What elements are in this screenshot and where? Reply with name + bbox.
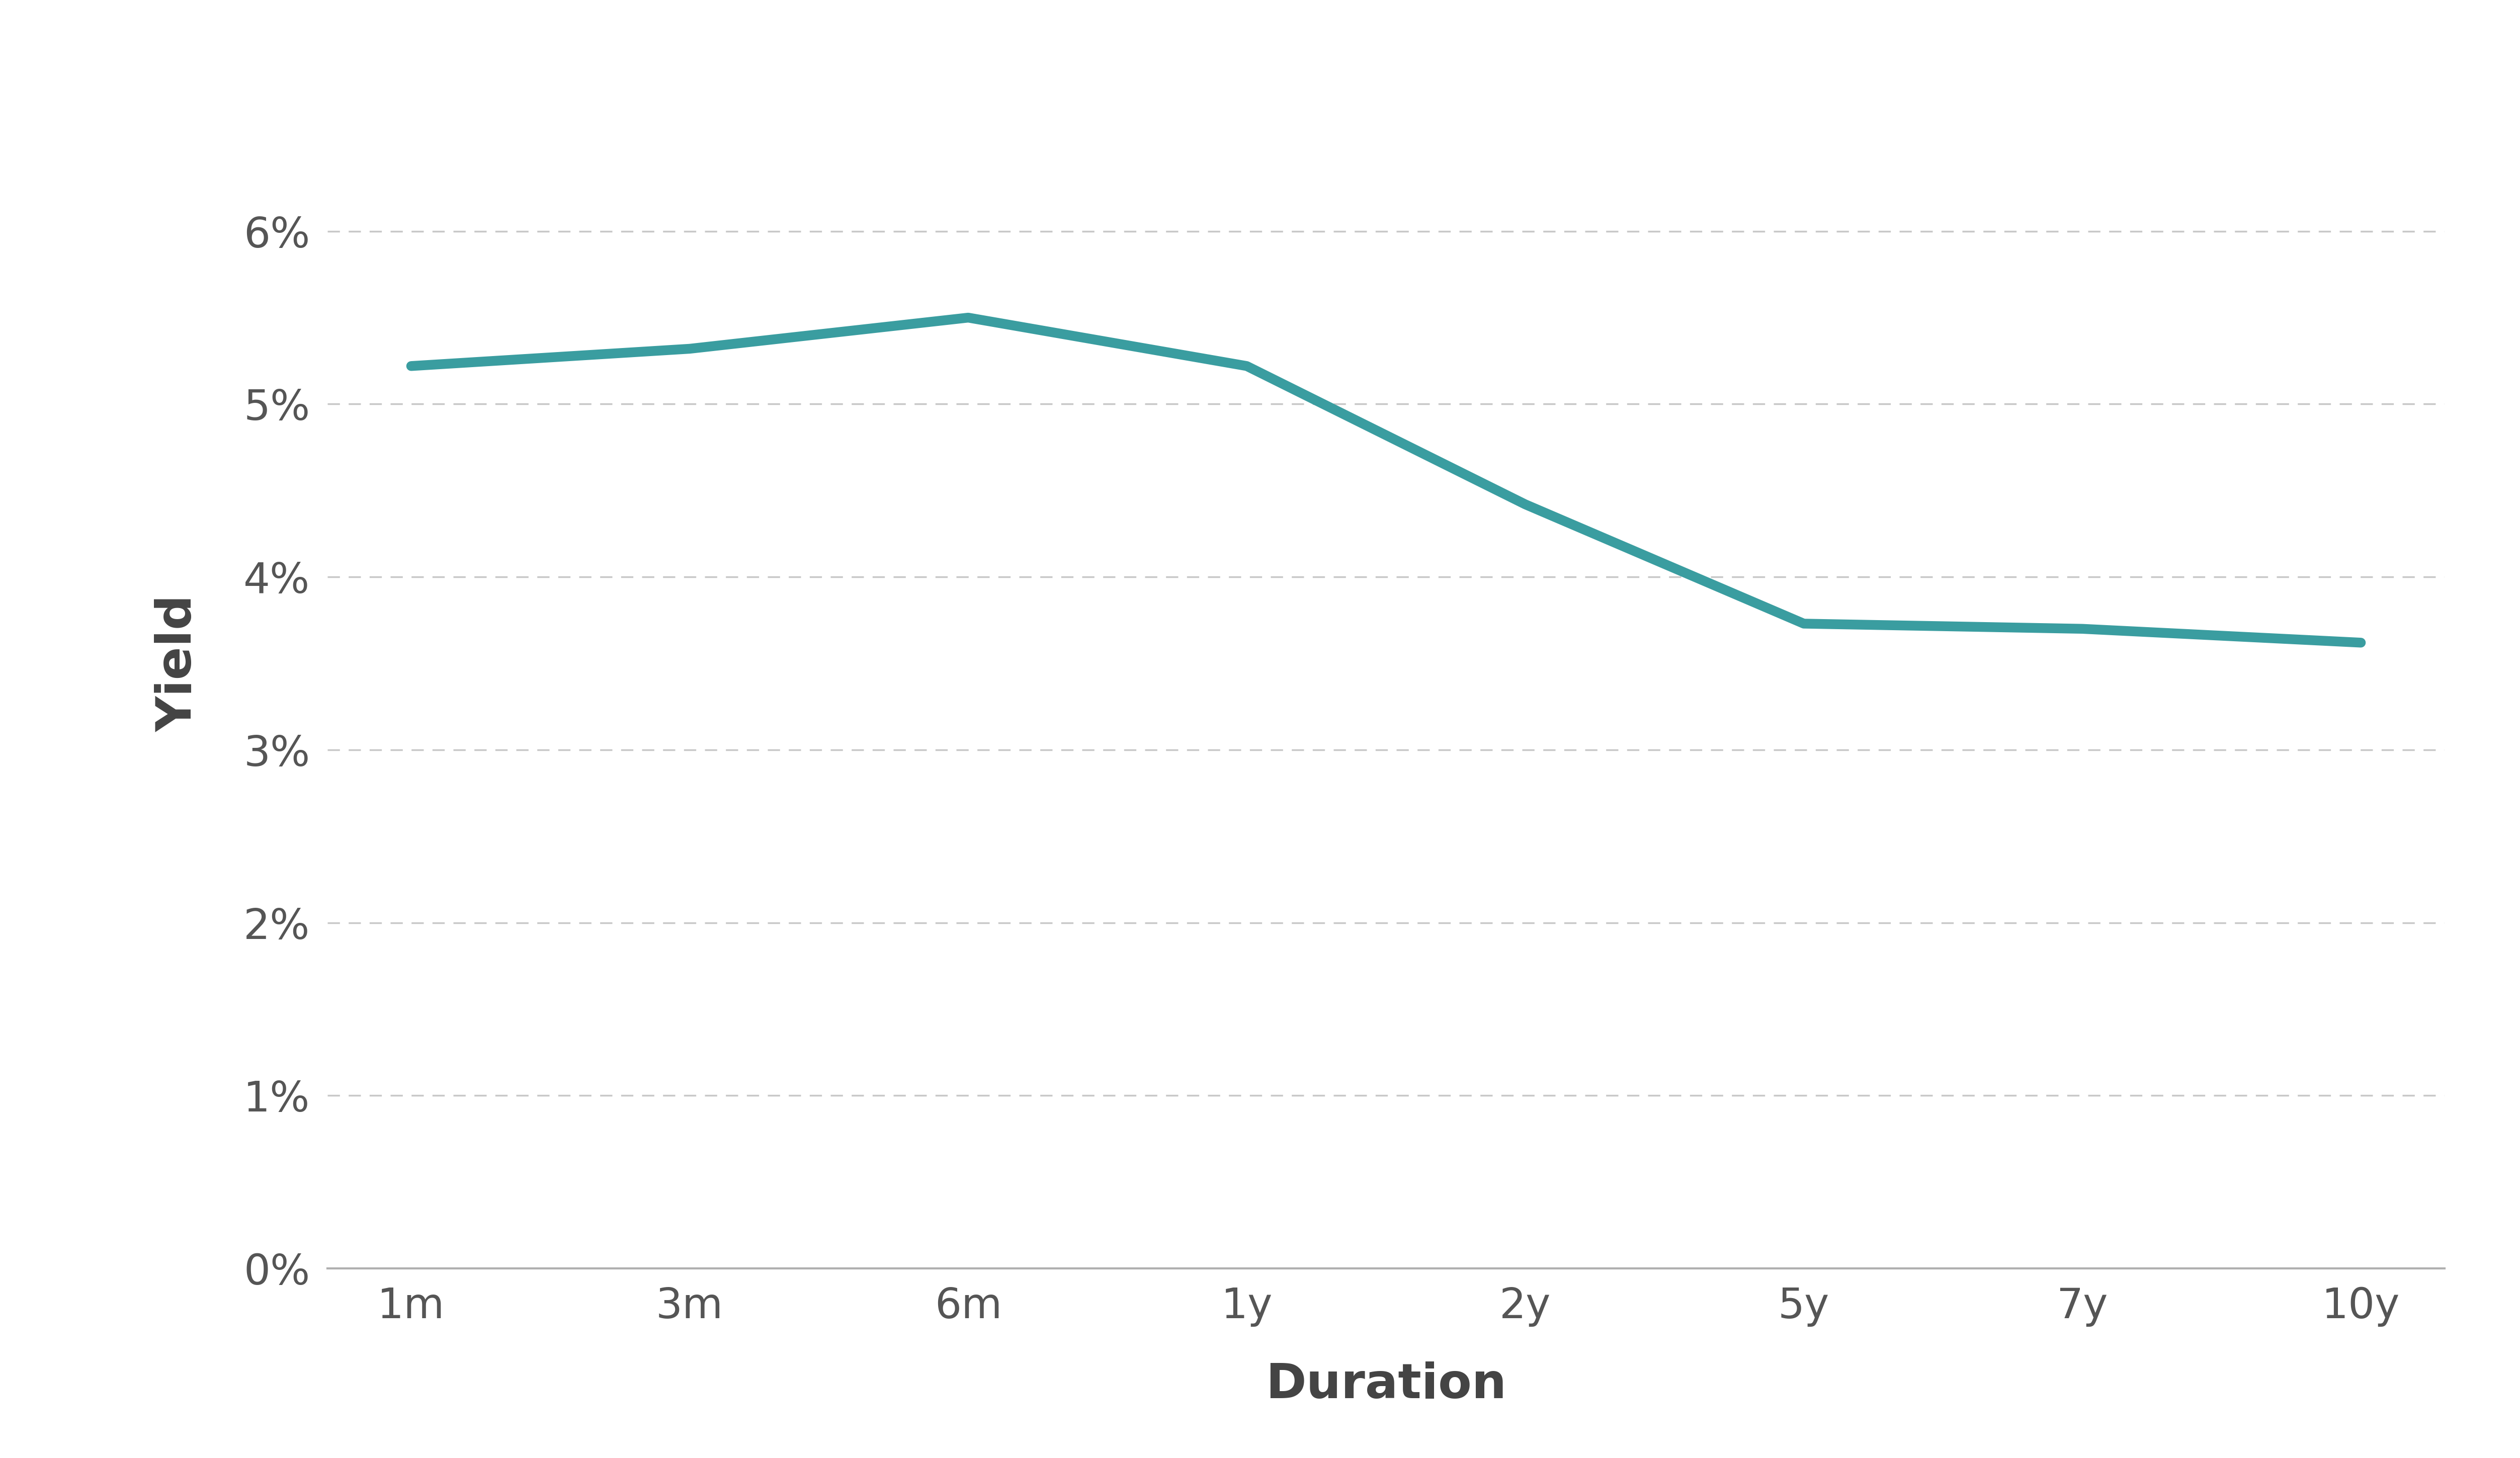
Y-axis label: Yield: Yield bbox=[154, 595, 202, 732]
X-axis label: Duration: Duration bbox=[1265, 1362, 1507, 1408]
